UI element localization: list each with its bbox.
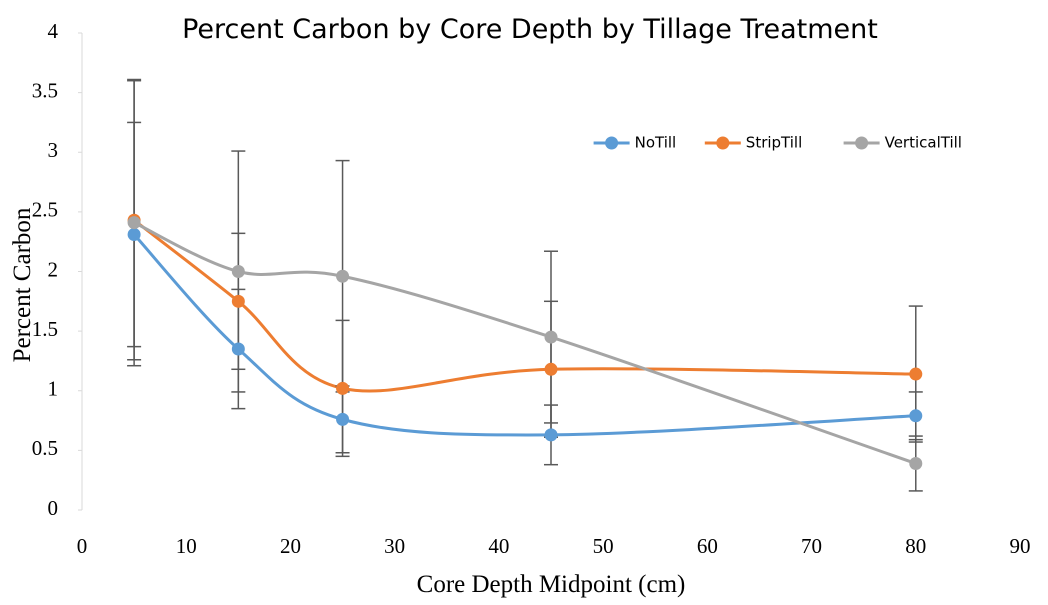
data-point	[909, 367, 923, 381]
data-point	[909, 409, 923, 423]
data-point	[336, 269, 350, 283]
x-tick-label: 20	[280, 534, 301, 558]
legend-label: NoTill	[635, 134, 677, 152]
data-point	[127, 216, 141, 230]
y-tick-label: 3	[48, 138, 59, 162]
y-tick-label: 2	[48, 257, 59, 281]
legend-marker	[605, 136, 619, 150]
x-tick-label: 10	[176, 534, 197, 558]
x-tick-label: 30	[384, 534, 405, 558]
data-point	[231, 294, 245, 308]
data-point	[336, 412, 350, 426]
series-line	[133, 219, 916, 393]
chart-title: Percent Carbon by Core Depth by Tillage …	[182, 14, 878, 45]
x-tick-label: 50	[593, 534, 614, 558]
data-point	[231, 342, 245, 356]
x-tick-label: 90	[1010, 534, 1031, 558]
y-tick-label: 3.5	[32, 78, 58, 102]
series-line	[133, 221, 917, 465]
y-tick-label: 1.5	[32, 317, 58, 341]
y-tick-label: 0.5	[32, 436, 58, 460]
series-line	[133, 233, 916, 437]
y-tick-label: 0	[48, 496, 59, 520]
x-tick-label: 70	[801, 534, 822, 558]
x-tick-label: 40	[488, 534, 509, 558]
legend-label: VerticalTill	[885, 134, 962, 152]
x-axis-label: Core Depth Midpoint (cm)	[417, 571, 686, 598]
legend-marker	[855, 136, 869, 150]
legend-marker	[716, 136, 730, 150]
y-tick-label: 2.5	[32, 198, 58, 222]
x-tick-label: 80	[905, 534, 926, 558]
data-point	[231, 265, 245, 278]
y-axis-label: Percent Carbon	[9, 207, 36, 362]
data-point	[909, 456, 923, 470]
data-point	[544, 428, 558, 442]
data-point	[336, 381, 350, 395]
data-point	[544, 362, 558, 376]
data-point	[127, 228, 141, 242]
y-tick-label: 4	[48, 19, 59, 43]
y-tick-label: 1	[48, 377, 59, 401]
x-tick-label: 0	[77, 534, 88, 558]
data-point	[544, 330, 558, 344]
x-tick-label: 60	[697, 534, 718, 558]
legend-label: StripTill	[746, 134, 802, 152]
